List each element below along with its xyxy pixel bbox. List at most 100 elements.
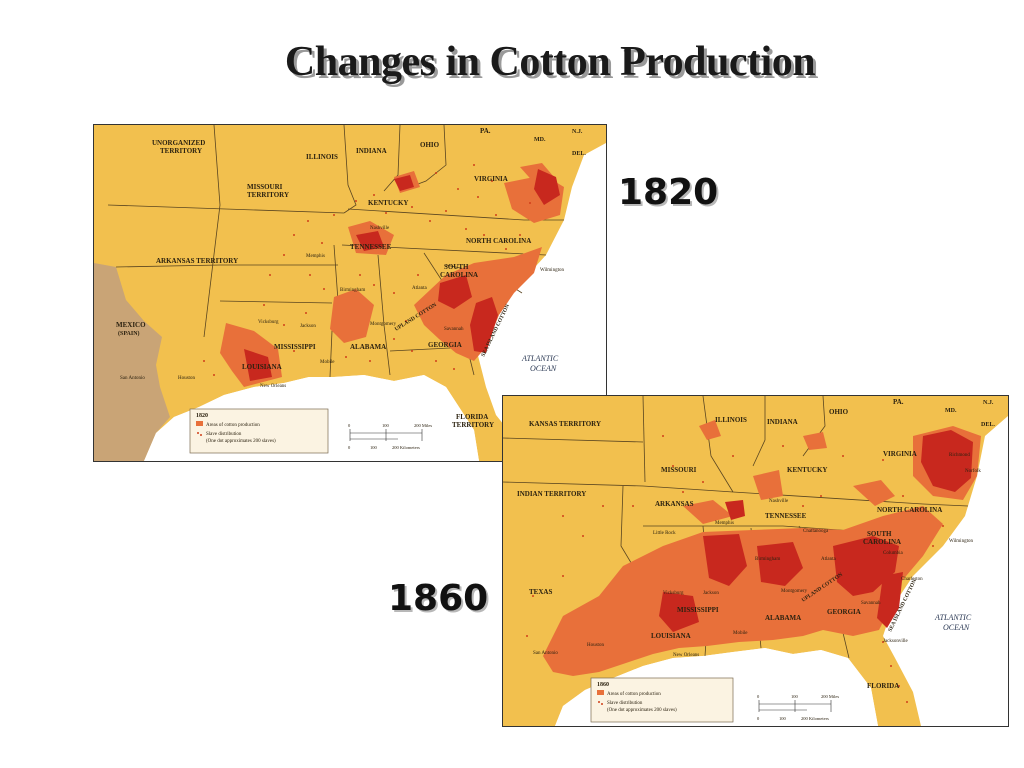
svg-text:0: 0 xyxy=(348,445,351,450)
label-ohio: OHIO xyxy=(420,141,440,149)
legend-year: 1860 xyxy=(597,682,609,688)
city-norfolk: Norfolk xyxy=(965,469,981,474)
legend-slave: Slave distribution xyxy=(607,701,643,706)
label-north-carolina: NORTH CAROLINA xyxy=(877,506,942,514)
city-wilmington: Wilmington xyxy=(540,268,564,273)
city-vicksburg: Vicksburg xyxy=(258,320,279,325)
cotton-dense-sea-island xyxy=(470,297,498,353)
legend-slave-note: (One dot approximates 200 slaves) xyxy=(206,439,276,444)
svg-text:0: 0 xyxy=(757,694,760,699)
city-wilmington: Wilmington xyxy=(949,539,973,544)
city-new-orleans: New Orleans xyxy=(260,384,286,389)
svg-text:200 Kilometers: 200 Kilometers xyxy=(392,445,420,450)
city-jackson: Jackson xyxy=(300,324,316,329)
legend-swatch-cotton xyxy=(597,690,604,695)
label-texas: TEXAS xyxy=(529,588,552,596)
svg-text:0: 0 xyxy=(757,716,760,721)
legend-slave-note: (One dot approximates 200 slaves) xyxy=(607,708,677,713)
ocean-label: OCEAN xyxy=(943,623,970,632)
label-missouri-territory: MISSOURI xyxy=(247,183,283,191)
legend-slave: Slave distribution xyxy=(206,432,242,437)
label-florida: FLORIDA xyxy=(867,682,899,690)
city-san-antonio: San Antonio xyxy=(120,376,145,381)
city-montgomery: Montgomery xyxy=(781,589,808,594)
city-montgomery: Montgomery xyxy=(370,322,397,327)
city-mobile: Mobile xyxy=(320,360,335,365)
legend-1820: 1820 Areas of cotton production Slave di… xyxy=(189,408,329,454)
city-atlanta: Atlanta xyxy=(412,286,427,291)
label-south: SOUTH xyxy=(867,530,892,538)
label-indiana: INDIANA xyxy=(356,147,387,155)
label-florida-territory: TERRITORY xyxy=(452,421,494,429)
label-virginia: VIRGINIA xyxy=(474,175,508,183)
label-kentucky: KENTUCKY xyxy=(368,199,408,207)
svg-text:0: 0 xyxy=(348,423,351,428)
label-md: MD. xyxy=(534,137,546,143)
city-columbia: Columbia xyxy=(883,551,904,556)
svg-text:100: 100 xyxy=(791,694,799,699)
label-carolina: CAROLINA xyxy=(863,538,901,546)
label-tennessee: TENNESSEE xyxy=(350,243,392,251)
label-missouri-territory-2: TERRITORY xyxy=(247,191,289,199)
city-nashville: Nashville xyxy=(769,499,789,504)
label-indiana: INDIANA xyxy=(767,418,798,426)
label-missouri: MISSOURI xyxy=(661,466,697,474)
year-label-1820: 1820 xyxy=(618,172,719,213)
label-louisiana: LOUISIANA xyxy=(242,363,282,371)
svg-text:100: 100 xyxy=(779,716,787,721)
city-vicksburg: Vicksburg xyxy=(663,591,684,596)
city-little-rock: Little Rock xyxy=(653,531,676,536)
label-illinois: ILLINOIS xyxy=(715,416,747,424)
legend-swatch-cotton xyxy=(196,421,203,426)
label-mississippi: MISSISSIPPI xyxy=(677,606,719,614)
city-richmond: Richmond xyxy=(949,453,970,458)
ocean-atlantic: ATLANTIC xyxy=(934,613,972,622)
label-south: SOUTH xyxy=(444,263,469,271)
label-indian-territory: INDIAN TERRITORY xyxy=(517,490,586,498)
label-pa: PA. xyxy=(893,398,904,406)
label-pa: PA. xyxy=(480,127,491,135)
label-georgia: GEORGIA xyxy=(827,608,861,616)
label-ohio: OHIO xyxy=(829,408,849,416)
label-tennessee: TENNESSEE xyxy=(765,512,807,520)
foreign-region-mexico xyxy=(94,263,170,461)
city-houston: Houston xyxy=(178,376,195,381)
svg-text:200 Kilometers: 200 Kilometers xyxy=(801,716,829,721)
label-florida: FLORIDA xyxy=(456,413,488,421)
label-nj: N.J. xyxy=(572,129,583,135)
label-alabama: ALABAMA xyxy=(765,614,801,622)
scale-bar-1820 xyxy=(349,429,423,441)
label-kansas-territory: KANSAS TERRITORY xyxy=(529,420,601,428)
label-del: DEL. xyxy=(572,151,586,157)
city-jacksonville: Jacksonville xyxy=(883,639,908,644)
label-nj: N.J. xyxy=(983,400,994,406)
page-title: Changes in Cotton Production xyxy=(284,39,816,85)
label-arkansas: ARKANSAS xyxy=(655,500,694,508)
year-label-1860: 1860 xyxy=(388,578,489,619)
map-1820: UNORGANIZED TERRITORY MISSOURI TERRITORY… xyxy=(93,124,607,462)
label-kentucky: KENTUCKY xyxy=(787,466,827,474)
city-san-antonio: San Antonio xyxy=(533,651,558,656)
label-virginia: VIRGINIA xyxy=(883,450,917,458)
city-mobile: Mobile xyxy=(733,631,748,636)
label-del: DEL. xyxy=(981,422,995,428)
label-md: MD. xyxy=(945,408,957,414)
legend-year: 1820 xyxy=(196,413,208,419)
city-charleston: Charleston xyxy=(901,577,923,582)
city-atlanta: Atlanta xyxy=(821,557,836,562)
city-savannah: Savannah xyxy=(444,327,464,332)
label-unorganized: UNORGANIZED xyxy=(152,139,205,147)
ocean-atlantic: ATLANTIC xyxy=(521,354,559,363)
legend-areas: Areas of cotton production xyxy=(607,692,661,697)
city-birmingham: Birmingham xyxy=(755,557,780,562)
map-1860: KANSAS TERRITORY INDIAN TERRITORY ILLINO… xyxy=(502,395,1009,727)
city-nashville: Nashville xyxy=(370,226,390,231)
city-birmingham: Birmingham xyxy=(340,288,365,293)
label-carolina: CAROLINA xyxy=(440,271,478,279)
city-new-orleans: New Orleans xyxy=(673,653,699,658)
cotton-area-alabama xyxy=(330,289,374,343)
cotton-dense-1860 xyxy=(921,430,973,492)
label-arkansas-territory: ARKANSAS TERRITORY xyxy=(156,257,238,265)
label-louisiana: LOUISIANA xyxy=(651,632,691,640)
legend-1860: 1860 Areas of cotton production Slave di… xyxy=(590,677,734,723)
